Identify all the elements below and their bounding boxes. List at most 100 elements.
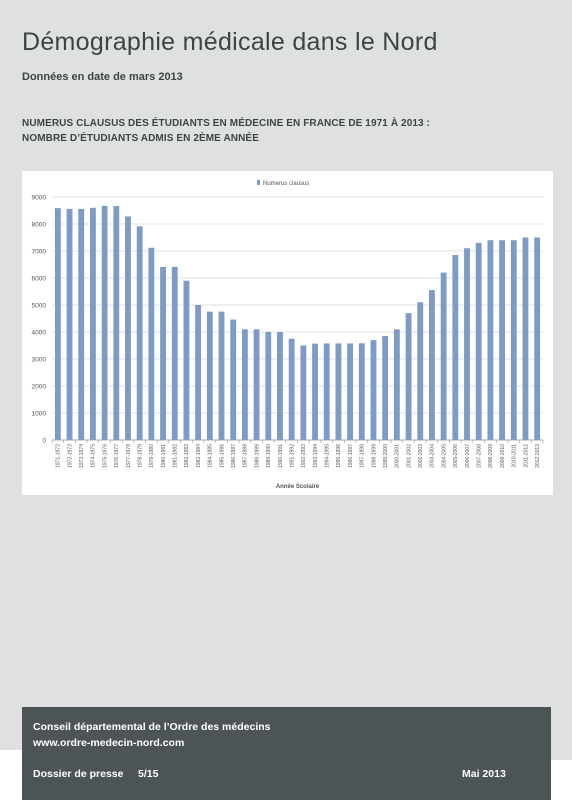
page-corner-white-right [551,760,572,800]
bar [89,207,96,440]
x-tick-label: 1995-1996 [336,444,342,468]
bar [393,329,400,440]
footer-url[interactable]: www.ordre-medecin-nord.com [33,737,185,749]
bar [510,240,517,440]
page-title: Démographie médicale dans le Nord [22,28,438,56]
bar [347,343,354,440]
x-tick-label: 1977-1978 [126,444,132,468]
bar [206,311,213,440]
x-tick-label: 1971-1972 [56,444,62,468]
bar [230,319,237,440]
bar [66,208,73,440]
y-tick-label: 1000 [32,411,47,418]
x-tick-label: 2012-2013 [535,444,541,468]
x-tick-label: 1973-1974 [79,444,85,468]
x-tick-label: 2011-2012 [523,444,529,468]
y-tick-label: 6000 [32,276,47,283]
x-tick-label: 1979-1980 [149,444,155,468]
x-tick-label: 1980-1981 [161,444,167,468]
bar [288,338,295,440]
bar [54,208,61,440]
x-tick-label: 1996-1997 [348,444,354,468]
bar [487,240,494,440]
x-tick-label: 2002-2003 [418,444,424,468]
legend-label: Numerus clausus [263,181,309,187]
chart-heading-line-2: NOMBRE D’ÉTUDIANTS ADMIS EN 2ÈME ANNÉE [22,133,259,144]
x-tick-label: 1984-1985 [208,444,214,468]
bar [125,216,131,440]
legend-swatch [257,180,260,185]
bar [452,255,459,440]
bar [534,237,541,440]
x-tick-label: 1992-1993 [301,444,307,468]
y-tick-label: 7000 [32,249,47,256]
bar [160,266,166,440]
x-tick-label: 1990-1991 [278,444,284,468]
bar [417,302,424,440]
bar [183,280,190,440]
x-tick-label: 1997-1998 [360,444,366,468]
x-tick-label: 1975-1976 [102,444,108,468]
bar [300,345,307,440]
x-tick-label: 1981-1982 [173,444,179,468]
bar [499,240,506,440]
bar [218,311,225,440]
bar [241,329,248,440]
x-tick-label: 2006-2007 [465,444,471,468]
x-tick-label: 1999-2000 [383,444,389,468]
bar-chart: 0 1000 2000 3000 4000 5000 6000 7000 8000 9000 197… [32,180,544,490]
bar [277,332,283,440]
x-tick-label: 1988-1989 [254,444,260,468]
bar [382,336,389,440]
bar [78,208,85,440]
x-tick-label: 1974-1975 [91,444,97,468]
x-tick-label: 2010-2011 [512,444,518,468]
bar [101,205,108,440]
bar [148,247,155,440]
x-tick-label: 1987-1988 [243,444,249,468]
x-tick-label: 2003-2004 [430,444,436,468]
chart-heading-line-1: NUMERUS CLAUSUS DES ÉTUDIANTS EN MÉDECIN… [22,118,430,129]
y-tick-label: 3000 [32,357,47,364]
bar [136,226,143,440]
bar [440,272,447,440]
x-tick-label: 1983-1984 [196,444,202,468]
page-corner-white [0,750,22,800]
x-tick-label: 2007-2008 [477,444,483,468]
chart-heading: NUMERUS CLAUSUS DES ÉTUDIANTS EN MÉDECIN… [22,116,430,146]
footer-date: Mai 2013 [462,768,506,780]
x-tick-label: 1998-1999 [371,444,377,468]
bar [464,248,470,440]
bar [195,305,202,440]
x-tick-label: 1978-1979 [137,444,143,468]
bar [475,242,482,440]
footer-panel: Conseil départemental de l’Ordre des méd… [22,707,551,800]
bar [312,343,318,440]
x-tick-label: 1993-1994 [313,444,319,468]
footer-page-number: 5/15 [138,768,159,780]
bar [323,343,330,440]
x-tick-label: 2008-2009 [488,444,494,468]
y-tick-label: 8000 [32,222,47,229]
bar [405,313,412,440]
x-axis-label: Année Scolaire [276,484,320,490]
bar [253,329,260,440]
bar [522,237,529,440]
x-tick-label: 2004-2005 [441,444,447,468]
bar [370,340,377,440]
y-tick-label: 9000 [32,195,47,202]
page-subtitle: Données en date de mars 2013 [22,71,183,83]
y-tick-label: 5000 [32,303,47,310]
bar [113,205,120,440]
x-tick-label: 2005-2006 [453,444,459,468]
y-tick-label: 0 [42,438,46,445]
footer-organization: Conseil départemental de l’Ordre des méd… [33,721,271,733]
x-tick-label: 1991-1992 [289,444,295,468]
bar [335,343,342,440]
x-tick-label: 1986-1987 [231,444,237,468]
footer-dossier-label: Dossier de presse [33,768,124,780]
x-tick-label: 1994-1995 [325,444,331,468]
x-tick-label: 1989-1990 [266,444,272,468]
x-tick-label: 2001-2002 [406,444,412,468]
x-tick-label: 2009-2010 [500,444,506,468]
